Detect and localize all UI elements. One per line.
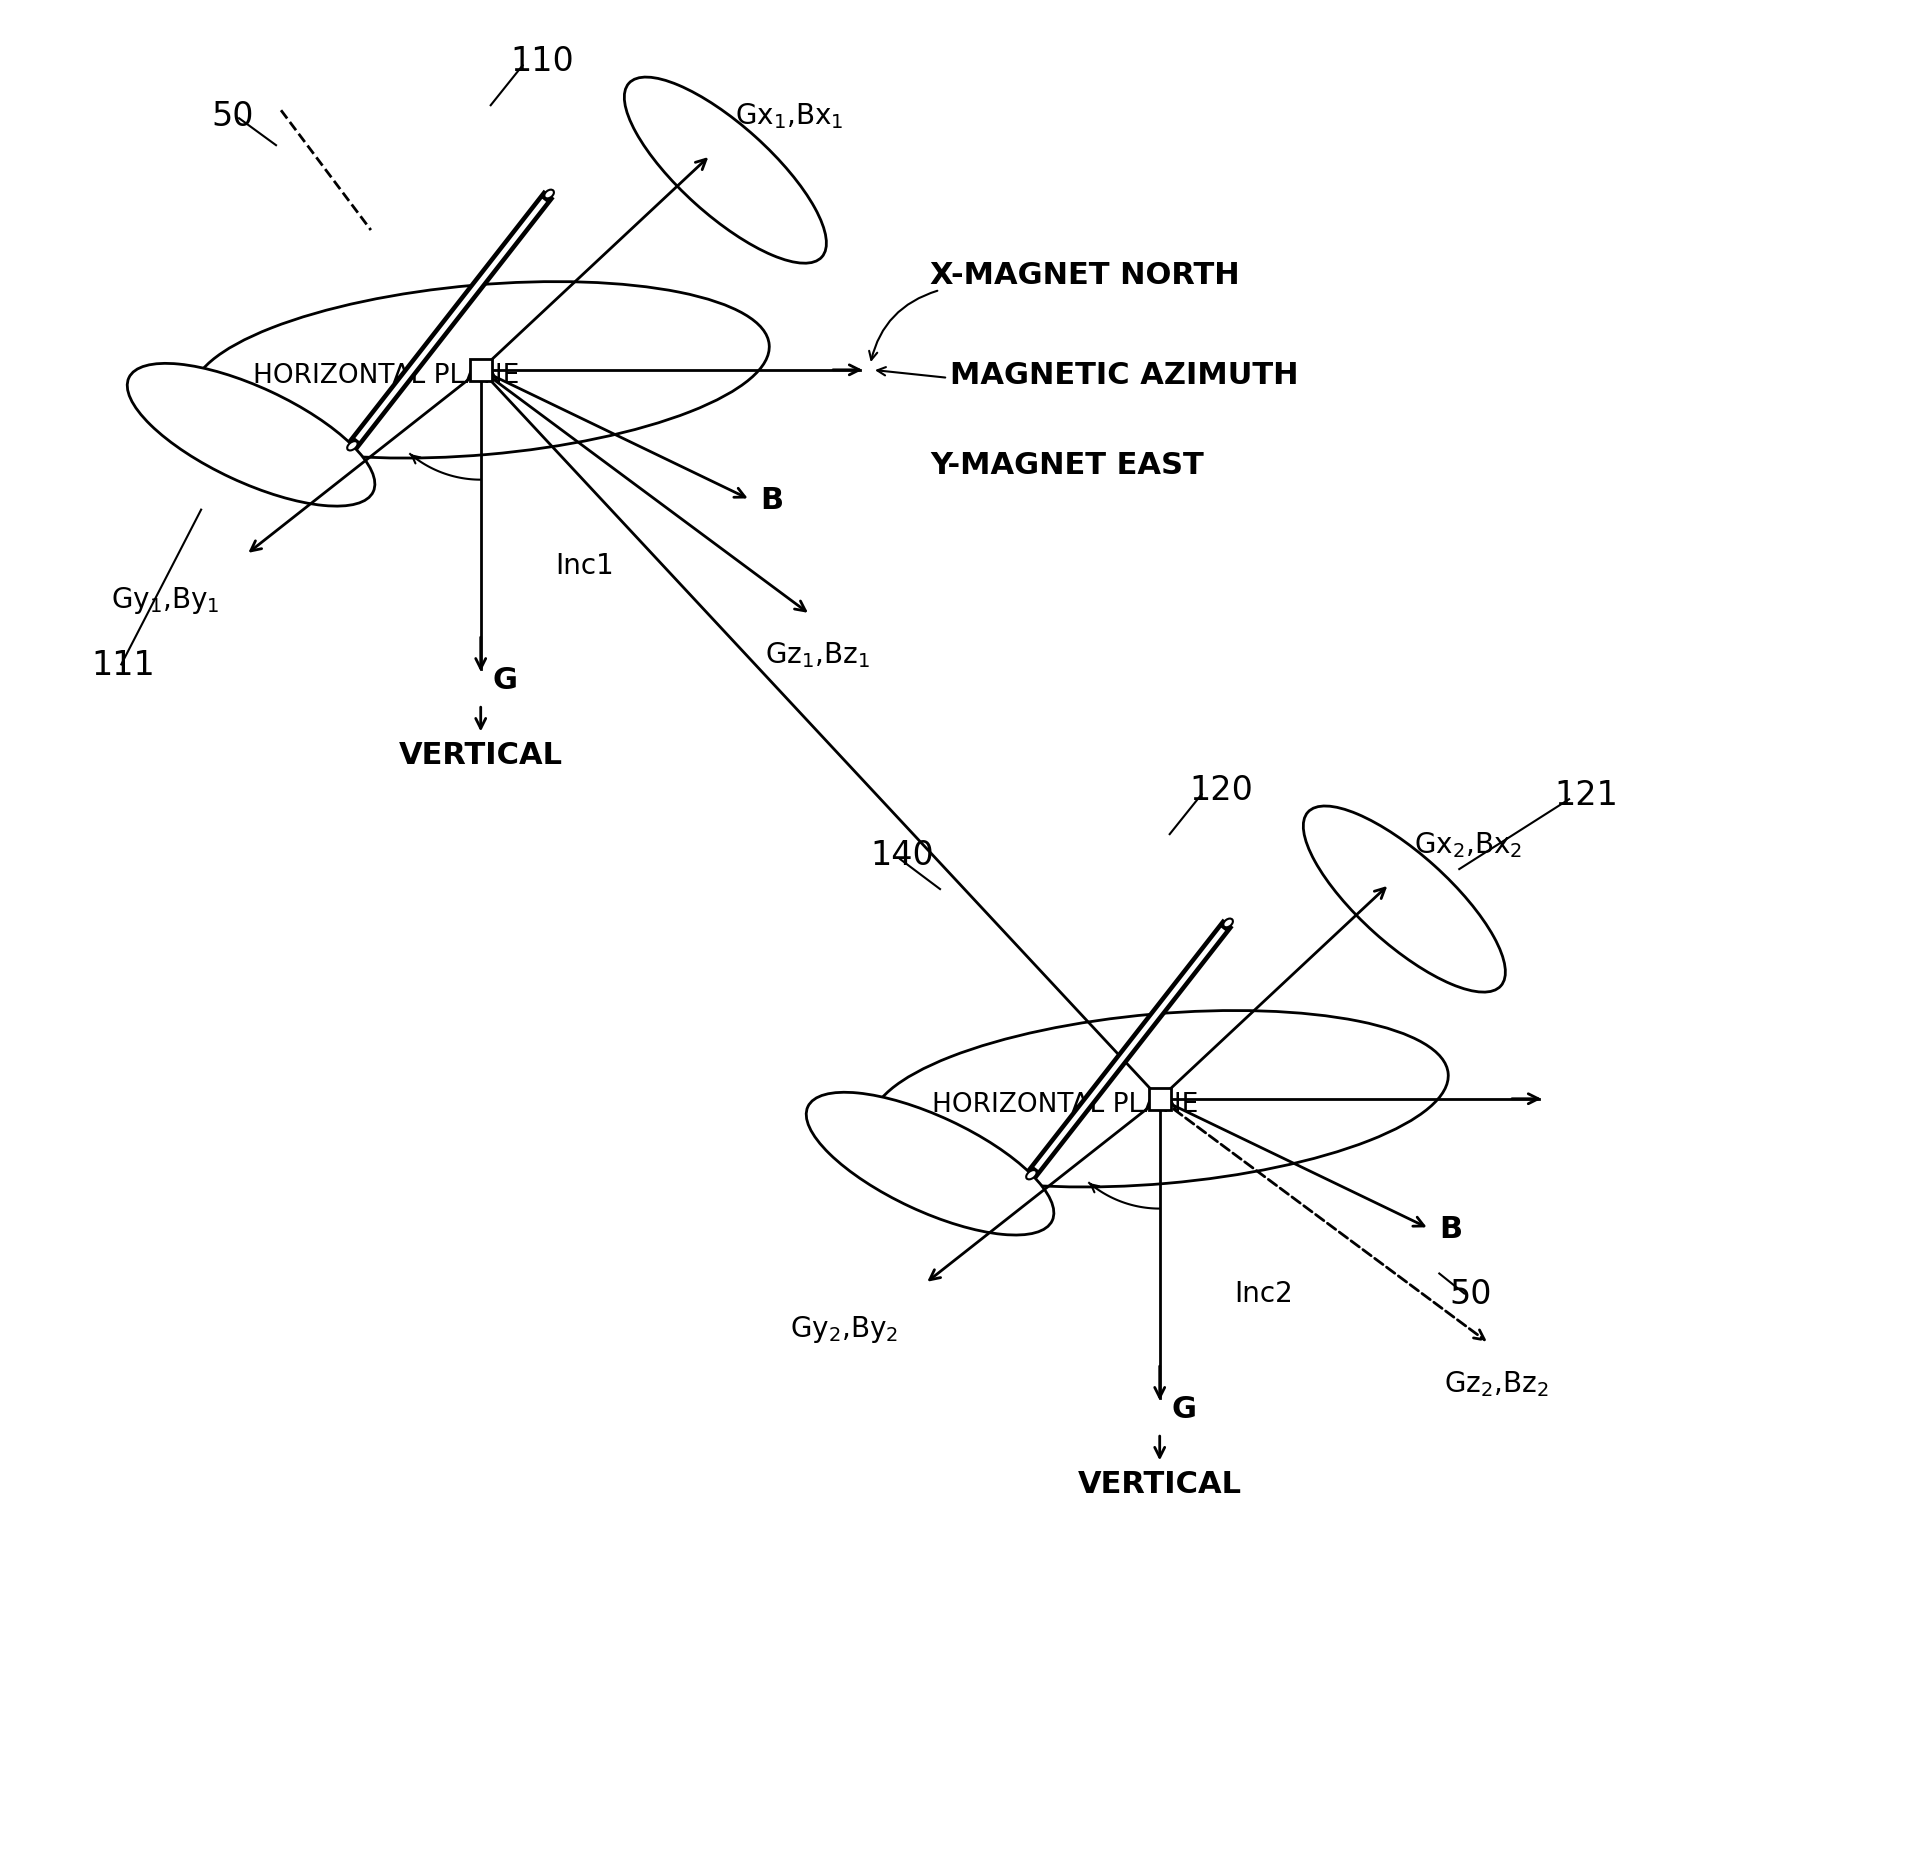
Ellipse shape: [625, 78, 826, 265]
Ellipse shape: [1026, 1171, 1036, 1180]
Text: B: B: [1440, 1215, 1463, 1243]
Ellipse shape: [192, 283, 769, 459]
Text: HORIZONTAL PLANE: HORIZONTAL PLANE: [252, 363, 519, 388]
Ellipse shape: [348, 442, 357, 451]
Text: 121: 121: [1555, 779, 1618, 811]
Text: VERTICAL: VERTICAL: [1078, 1469, 1242, 1499]
Text: 50: 50: [1449, 1277, 1491, 1310]
Text: 50: 50: [211, 99, 254, 132]
Text: Gx$_2$,Bx$_2$: Gx$_2$,Bx$_2$: [1415, 829, 1522, 859]
Text: B: B: [761, 487, 784, 514]
FancyBboxPatch shape: [1149, 1089, 1170, 1111]
Text: Gy$_2$,By$_2$: Gy$_2$,By$_2$: [790, 1314, 899, 1344]
Text: 140: 140: [871, 839, 934, 870]
Text: Gy$_1$,By$_1$: Gy$_1$,By$_1$: [111, 585, 219, 615]
Text: Inc1: Inc1: [555, 552, 615, 580]
Text: MAGNETIC AZIMUTH: MAGNETIC AZIMUTH: [949, 362, 1299, 390]
Text: G: G: [1172, 1394, 1197, 1422]
Ellipse shape: [1222, 919, 1232, 928]
Text: Y-MAGNET EAST: Y-MAGNET EAST: [930, 451, 1203, 479]
FancyBboxPatch shape: [469, 360, 492, 382]
Text: Inc2: Inc2: [1234, 1281, 1294, 1309]
Text: 111: 111: [92, 649, 156, 682]
Text: HORIZONTAL PLANE: HORIZONTAL PLANE: [932, 1090, 1197, 1117]
Ellipse shape: [544, 190, 554, 199]
Text: VERTICAL: VERTICAL: [398, 740, 563, 770]
Ellipse shape: [871, 1010, 1449, 1187]
Ellipse shape: [127, 363, 375, 507]
Text: 110: 110: [511, 45, 575, 78]
Text: 120: 120: [1190, 774, 1253, 807]
Text: Gz$_1$,Bz$_1$: Gz$_1$,Bz$_1$: [765, 639, 871, 669]
Ellipse shape: [805, 1092, 1053, 1236]
Text: Gx$_1$,Bx$_1$: Gx$_1$,Bx$_1$: [736, 101, 844, 130]
Text: G: G: [492, 665, 517, 695]
Text: X-MAGNET NORTH: X-MAGNET NORTH: [930, 261, 1240, 291]
Text: Gz$_2$,Bz$_2$: Gz$_2$,Bz$_2$: [1443, 1368, 1549, 1398]
Ellipse shape: [1303, 807, 1505, 992]
